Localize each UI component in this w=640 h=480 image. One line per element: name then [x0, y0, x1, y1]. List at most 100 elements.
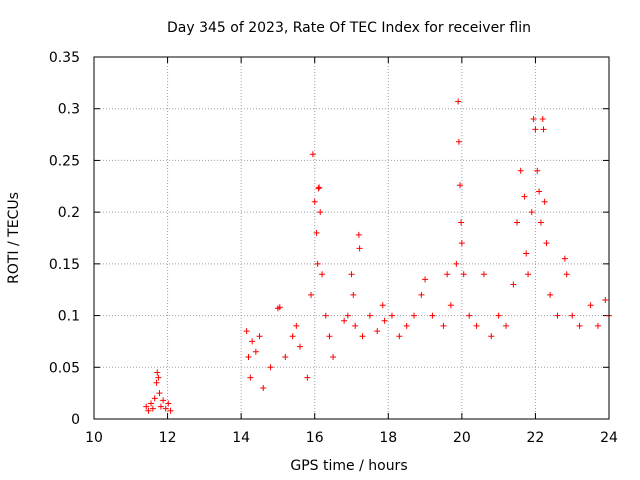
data-point [309, 151, 316, 158]
data-point [282, 353, 289, 360]
data-point [165, 400, 172, 407]
data-point [466, 312, 473, 319]
data-point [541, 198, 548, 205]
data-point [355, 231, 362, 238]
data-point [396, 333, 403, 340]
data-point [561, 255, 568, 262]
data-point [293, 322, 300, 329]
plot-frame [93, 56, 610, 420]
data-point [344, 312, 351, 319]
data-point [530, 116, 537, 123]
y-tick-label: 0.2 [58, 205, 80, 221]
y-tick-label: 0 [71, 412, 80, 428]
grid-lines [94, 57, 609, 419]
data-point [381, 317, 388, 324]
x-tick-label: 16 [306, 430, 324, 446]
data-point [429, 312, 436, 319]
data-point [326, 333, 333, 340]
data-point [534, 167, 541, 174]
data-point [440, 322, 447, 329]
data-point [315, 185, 322, 192]
chart-title: Day 345 of 2023, Rate Of TEC Index for r… [167, 20, 531, 36]
data-point [350, 291, 357, 298]
data-point [525, 271, 532, 278]
data-point [149, 405, 156, 412]
data-point [457, 182, 464, 189]
data-point [322, 312, 329, 319]
data-point [563, 271, 570, 278]
data-point [256, 333, 263, 340]
data-point [308, 291, 315, 298]
data-point [594, 322, 601, 329]
axis-ticks: 10 12 14 16 18 20 22 24 0 0.05 0.1 0.15 0.2 0.25 0.3 0.… [49, 50, 618, 446]
data-point [587, 302, 594, 309]
data-point [243, 328, 250, 335]
data-point [304, 374, 311, 381]
data-point [458, 219, 465, 226]
data-point [411, 312, 418, 319]
data-point [162, 405, 169, 412]
data-point [458, 240, 465, 247]
data-point [523, 250, 530, 257]
data-point [319, 271, 326, 278]
x-tick-label: 12 [159, 430, 177, 446]
data-point [480, 271, 487, 278]
y-tick-label: 0.05 [49, 360, 80, 376]
data-point [379, 302, 386, 309]
data-point [359, 333, 366, 340]
data-point [547, 291, 554, 298]
data-point [374, 328, 381, 335]
data-point [289, 333, 296, 340]
y-tick-label: 0.3 [58, 102, 80, 118]
data-point [276, 304, 283, 311]
data-point [510, 281, 517, 288]
data-point [314, 260, 321, 267]
y-tick-label: 0.15 [49, 257, 80, 273]
x-tick-label: 24 [600, 430, 618, 446]
data-point [569, 312, 576, 319]
data-point [388, 312, 395, 319]
y-axis-label: ROTI / TECUs [6, 192, 22, 284]
data-point [539, 116, 546, 123]
y-tick-label: 0.1 [58, 309, 80, 325]
data-point [160, 397, 167, 404]
data-point [602, 297, 609, 304]
data-point [537, 219, 544, 226]
data-point [167, 407, 174, 414]
x-tick-label: 18 [379, 430, 397, 446]
data-point [447, 302, 454, 309]
data-point [341, 317, 348, 324]
data-point [517, 167, 524, 174]
data-point [554, 312, 561, 319]
x-tick-label: 22 [527, 430, 545, 446]
data-point [245, 353, 252, 360]
data-point [453, 260, 460, 267]
data-point [403, 322, 410, 329]
data-point [444, 271, 451, 278]
y-tick-label: 0.25 [49, 153, 80, 169]
data-point [260, 384, 267, 391]
data-point [317, 209, 324, 216]
data-point [151, 395, 158, 402]
data-point [521, 193, 528, 200]
data-points [143, 98, 612, 414]
x-tick-label: 10 [85, 430, 103, 446]
data-point [455, 138, 462, 145]
data-point [297, 343, 303, 350]
x-axis-label: GPS time / hours [290, 458, 407, 474]
data-point [422, 276, 429, 283]
data-point [543, 240, 550, 247]
data-point [352, 322, 359, 329]
data-point [495, 312, 502, 319]
y-tick-label: 0.35 [49, 50, 80, 66]
data-point [330, 353, 337, 360]
data-point [156, 390, 163, 397]
data-point [503, 322, 509, 329]
x-tick-label: 14 [232, 430, 250, 446]
data-point [311, 198, 318, 205]
data-point [348, 271, 355, 278]
data-point [249, 338, 256, 345]
data-point [356, 245, 363, 252]
data-point [155, 374, 162, 381]
